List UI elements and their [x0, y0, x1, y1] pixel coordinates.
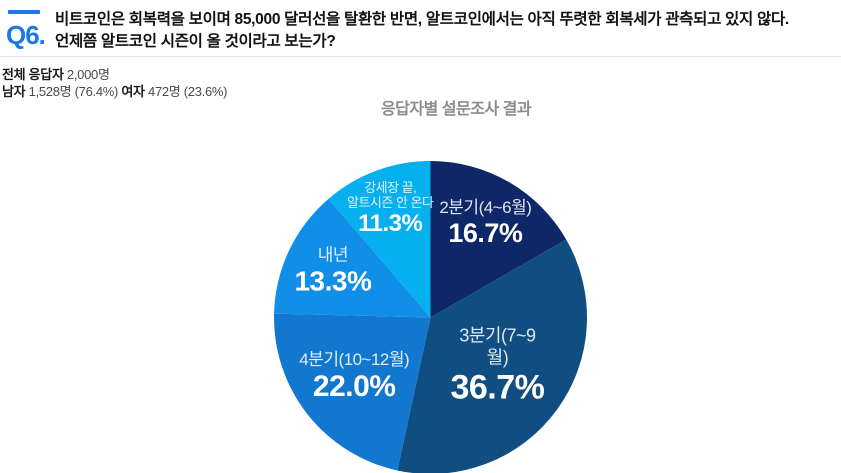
pie-slice-value: 22.0%	[312, 370, 396, 404]
respondent-male-label: 남자	[2, 83, 26, 99]
pie-slice-category: 강세장 끝, 알트시즌 안 온다	[347, 180, 434, 211]
respondent-total-value: 2,000명	[63, 67, 110, 82]
pie-slice-label-3: 내년 13.3%	[294, 246, 371, 297]
question-text: 비트코인은 회복력을 보이며 85,000 달러선을 탈환한 반면, 알트코인에…	[55, 9, 835, 53]
question-accent-line	[8, 10, 40, 14]
pie-slice-label-2: 4분기(10~12월) 22.0%	[299, 351, 409, 405]
pie-slice-4	[328, 161, 431, 318]
pie-slice-value: 11.3%	[358, 209, 423, 237]
respondent-female-label: 여자	[121, 83, 145, 99]
pie-slice-0	[430, 161, 567, 318]
respondent-female-value: 472명 (23.6%)	[144, 83, 228, 99]
pie-slice-label-0: 2분기(4~6월) 16.7%	[439, 197, 532, 248]
pie-svg	[274, 161, 587, 473]
pie-slice-category: 2분기(4~6월)	[439, 197, 532, 217]
pie-slice-3	[274, 198, 431, 318]
pie-slice-label-4: 강세장 끝, 알트시즌 안 온다 11.3%	[347, 180, 434, 238]
question-number: Q6.	[6, 20, 46, 50]
pie-chart: 2분기(4~6월) 16.7% 3분기(7~9월) 36.7% 4분기(10~12월) 2…	[274, 161, 587, 473]
pie-labels: 2분기(4~6월) 16.7% 3분기(7~9월) 36.7% 4분기(10~12월) 2…	[274, 161, 587, 473]
pie-slice-value: 13.3%	[294, 265, 372, 297]
chart-title: 응답자별 설문조사 결과	[380, 101, 532, 118]
respondent-summary: 전체 응답자 2,000명 남자 1,528명 (76.4%) 여자 472명 …	[2, 67, 228, 101]
respondent-total-line: 전체 응답자 2,000명	[2, 67, 227, 84]
question-line-1: 비트코인은 회복력을 보이며 85,000 달러선을 탈환한 반면, 알트코인에…	[55, 11, 789, 28]
pie-slice-category: 내년	[317, 245, 349, 265]
pie-slice-label-1: 3분기(7~9월) 36.7%	[450, 326, 544, 407]
pie-slice-value: 36.7%	[450, 368, 545, 407]
pie-slice-value: 16.7%	[448, 217, 523, 248]
question-line-2: 언제쯤 알트코인 시즌이 올 것이라고 보는가?	[55, 33, 336, 50]
respondent-male-value: 1,528명 (76.4%)	[25, 83, 122, 99]
respondent-gender-line: 남자 1,528명 (76.4%) 여자 472명 (23.6%)	[2, 83, 228, 101]
pie-slice-2	[274, 313, 431, 471]
header-divider	[0, 56, 841, 57]
respondent-total-label: 전체 응답자	[2, 67, 64, 82]
pie-slice-category: 4분기(10~12월)	[299, 350, 410, 370]
pie-slice-1	[397, 239, 587, 473]
pie-slice-category: 3분기(7~9월)	[459, 326, 536, 368]
